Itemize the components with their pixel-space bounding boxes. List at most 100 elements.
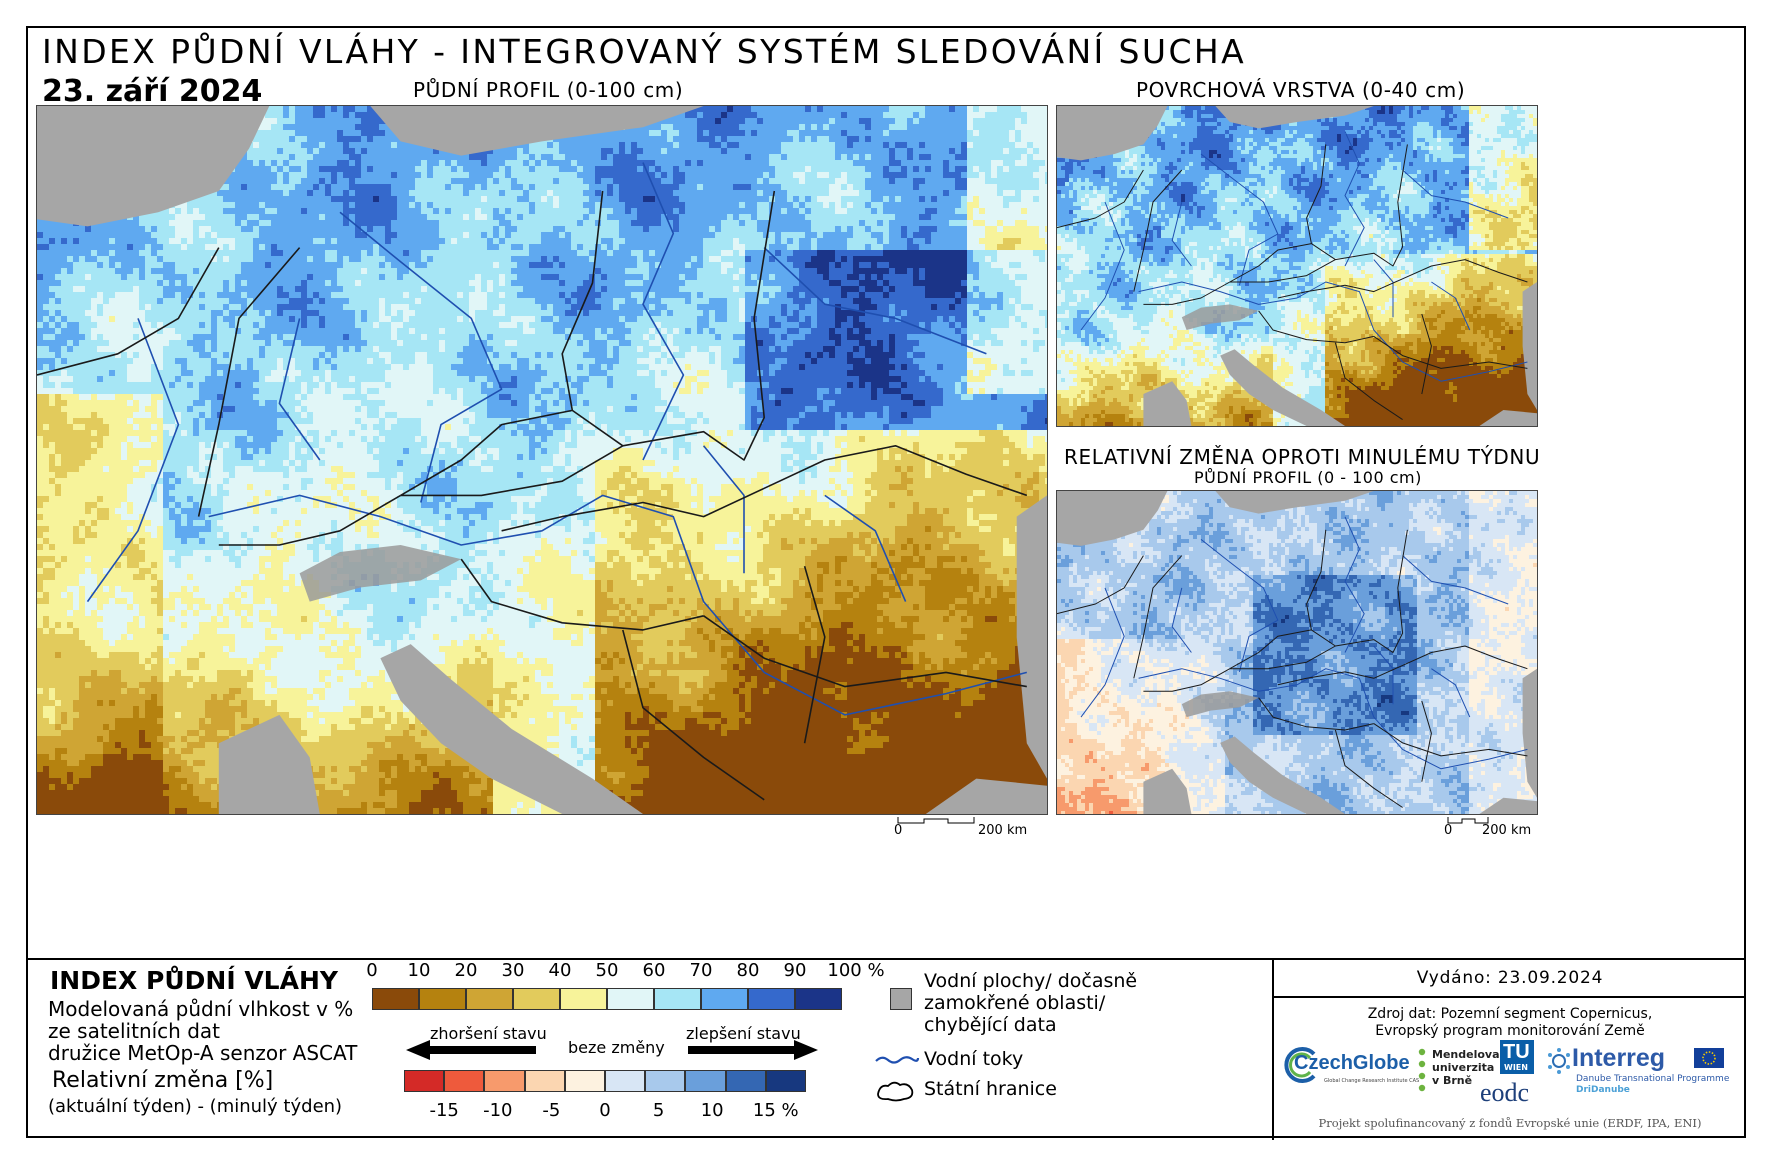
state-border-line: [1143, 281, 1231, 305]
index-tick-label: 0: [366, 960, 377, 981]
river-line: [1138, 281, 1528, 382]
legend: INDEX PŮDNÍ VLÁHY Modelovaná půdní vlhko…: [28, 958, 1746, 1140]
sea-area: [1220, 736, 1345, 814]
index-color-bar: [372, 988, 842, 1010]
change-color-swatch: [524, 1070, 565, 1092]
state-border-line: [1057, 169, 1144, 229]
soil-moisture-map-surface: [1056, 105, 1538, 427]
change-tick-label: -10: [483, 1100, 512, 1121]
mendelu-logo: Mendelova univerzita v Brně: [1414, 1046, 1500, 1096]
index-color-swatch: [654, 988, 701, 1010]
change-color-swatch: [404, 1070, 445, 1092]
river-line: [208, 494, 1028, 716]
state-border-line: [1373, 723, 1528, 757]
index-tick-label: 30: [502, 960, 525, 981]
state-border-line: [501, 445, 1028, 532]
legend-change-desc: (aktuální týden) - (minulý týden): [48, 1096, 342, 1117]
issued-box: Vydáno: 23.09.2024: [1274, 960, 1746, 998]
mendelu-line-2: univerzita: [1432, 1061, 1500, 1074]
sea-area: [1215, 491, 1374, 514]
interreg-logo: Interreg Danube Transnational Programme …: [1544, 1044, 1744, 1096]
river-line: [1402, 169, 1509, 219]
sea-area: [1215, 106, 1374, 129]
legend-desc-1: Modelovaná půdní vlhkost v %: [48, 998, 353, 1020]
index-scale-ticks: 0 10 20 30 40 50 60 70 80 90 100 %: [366, 960, 884, 986]
legend-desc-2: ze satelitních dat: [48, 1020, 220, 1042]
sea-area: [1479, 410, 1537, 426]
index-color-swatch: [795, 988, 842, 1010]
czechglobe-subtext: Global Change Research Institute CAS: [1324, 1078, 1419, 1084]
state-border-line: [622, 190, 776, 461]
change-color-swatch: [564, 1070, 605, 1092]
missing-data-area: [299, 544, 462, 602]
sea-area: [1479, 797, 1537, 814]
page-title: INDEX PŮDNÍ VLÁHY - INTEGROVANÝ SYSTÉM S…: [42, 32, 1246, 71]
state-border-line: [1335, 144, 1408, 267]
sea-area: [370, 106, 704, 156]
change-tick-label: 5: [653, 1100, 664, 1121]
change-color-swatch: [605, 1070, 646, 1092]
river-line: [278, 318, 321, 461]
credits-panel: Vydáno: 23.09.2024 Zdroj dat: Pozemní se…: [1272, 960, 1746, 1140]
scale-bar-max: 200 km: [978, 823, 1027, 838]
change-scale-ticks: -15 -10 -5 0 5 10 15 %: [404, 1096, 806, 1122]
index-tick-label: 10: [408, 960, 431, 981]
river-line: [1431, 281, 1471, 331]
relative-change-map: [1056, 490, 1538, 815]
river-line: [1431, 668, 1471, 718]
state-border-line: [1421, 700, 1432, 782]
river-line: [763, 247, 987, 355]
index-tick-label: 80: [737, 960, 760, 981]
change-tick-label: 10: [701, 1100, 724, 1121]
issued-date: Vydáno: 23.09.2024: [1274, 960, 1746, 988]
interreg-subtext-2: DriDanube: [1576, 1085, 1630, 1095]
state-border-line: [218, 494, 402, 546]
change-color-swatch: [725, 1070, 766, 1092]
change-tick-label: -15: [429, 1100, 458, 1121]
czechglobe-logo: CzechGlobe Global Change Research Instit…: [1280, 1044, 1419, 1090]
sea-area: [1220, 349, 1345, 426]
index-tick-label: 60: [643, 960, 666, 981]
state-border-line: [197, 247, 301, 517]
interreg-subtext-1: Danube Transnational Programme: [1576, 1074, 1729, 1084]
state-border-line: [37, 247, 220, 376]
legend-title: INDEX PŮDNÍ VLÁHY: [50, 966, 338, 995]
river-line: [642, 162, 685, 461]
arrow-none-label: beze změny: [568, 1038, 665, 1057]
scale-bar-small-max: 200 km: [1482, 823, 1531, 838]
sea-area: [380, 644, 643, 814]
change-color-swatch: [484, 1070, 525, 1092]
state-border-line: [1133, 555, 1183, 679]
change-tick-label: -5: [542, 1100, 560, 1121]
interreg-text: Interreg: [1572, 1044, 1665, 1073]
sea-area: [925, 778, 1047, 814]
eodc-logo: eodc: [1480, 1078, 1529, 1108]
sea-area: [1522, 282, 1537, 410]
state-border-line: [1229, 629, 1336, 670]
change-tick-label: 0: [599, 1100, 610, 1121]
index-tick-label: 40: [549, 960, 572, 981]
border-icon: [877, 1081, 914, 1102]
sea-area: [1057, 491, 1168, 546]
state-border-line: [1334, 342, 1403, 421]
water-label-2: zamokřené oblasti/: [924, 992, 1105, 1014]
change-map-title: RELATIVNÍ ZMĚNA OPROTI MINULÉMU TÝDNU: [1064, 445, 1540, 469]
surface-map-title: POVRCHOVÁ VRSTVA (0-40 cm): [1136, 78, 1465, 102]
water-bodies-swatch: [890, 988, 912, 1010]
tu-wien-logo: TU WIEN: [1500, 1040, 1534, 1074]
scale-bar-zero: 0: [894, 823, 902, 838]
index-color-swatch: [419, 988, 466, 1010]
index-color-swatch: [701, 988, 748, 1010]
water-label-3: chybějící data: [924, 1014, 1057, 1036]
state-border-line: [1277, 645, 1528, 686]
river-line: [1200, 539, 1279, 673]
raster-layer: [37, 106, 1047, 814]
change-color-swatch: [645, 1070, 686, 1092]
soil-moisture-map-main: [36, 105, 1048, 815]
state-border-line: [1306, 144, 1327, 244]
czechglobe-text: CzechGlobe: [1294, 1052, 1410, 1075]
river-line: [1080, 201, 1125, 331]
data-source-line-2: Evropský program monitorování Země: [1274, 1023, 1746, 1040]
water-label-1: Vodní plochy/ dočasně: [924, 970, 1137, 992]
data-source-line-1: Zdroj dat: Pozemní segment Copernicus,: [1274, 1006, 1746, 1023]
